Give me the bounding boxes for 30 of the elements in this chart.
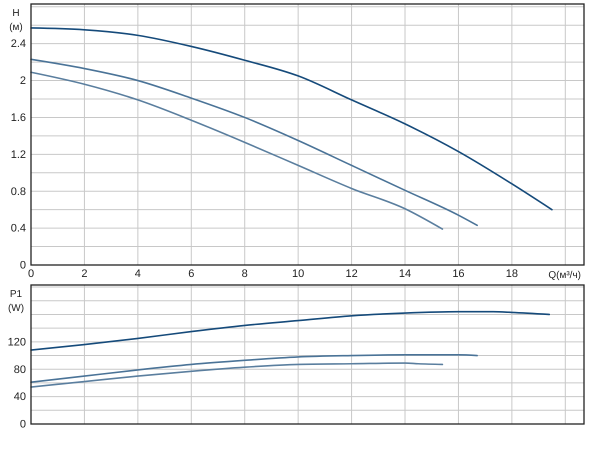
x-tick-label: 18 (506, 268, 518, 280)
x-tick-label: 12 (345, 268, 358, 280)
y-tick-label: 40 (14, 391, 26, 404)
y-axis-title: H (м) (9, 8, 23, 33)
x-tick-label: 10 (292, 268, 304, 280)
y-axis-title: P1 (W) (8, 289, 24, 314)
x-tick-label: 4 (134, 268, 141, 280)
y-tick-label: 0 (20, 260, 26, 272)
y-tick-label: 2 (20, 75, 26, 88)
line-series (30, 27, 553, 210)
x-tick-label: 6 (188, 268, 194, 280)
line-series (30, 310, 550, 351)
line-series (30, 354, 478, 384)
x-tick-label: 16 (452, 268, 465, 280)
x-tick-label: 2 (81, 268, 88, 280)
y-tick-label: 120 (8, 336, 26, 348)
x-tick-label: 8 (242, 268, 248, 280)
y-tick-label: 0 (20, 418, 26, 431)
y-tick-label: 2.4 (10, 38, 26, 50)
line-series (30, 362, 444, 388)
y-tick-label: 0.8 (10, 186, 26, 198)
line-series (30, 58, 478, 226)
y-tick-label: 80 (14, 364, 26, 376)
y-tick-label: 1.6 (10, 112, 26, 124)
y-tick-label: 1.2 (10, 148, 26, 161)
x-tick-label: 0 (28, 268, 34, 280)
x-axis-title: Q(м³/ч) (548, 270, 581, 281)
x-tick-label: 14 (398, 268, 412, 280)
line-series (30, 71, 444, 230)
y-tick-label: 0.4 (10, 222, 26, 235)
